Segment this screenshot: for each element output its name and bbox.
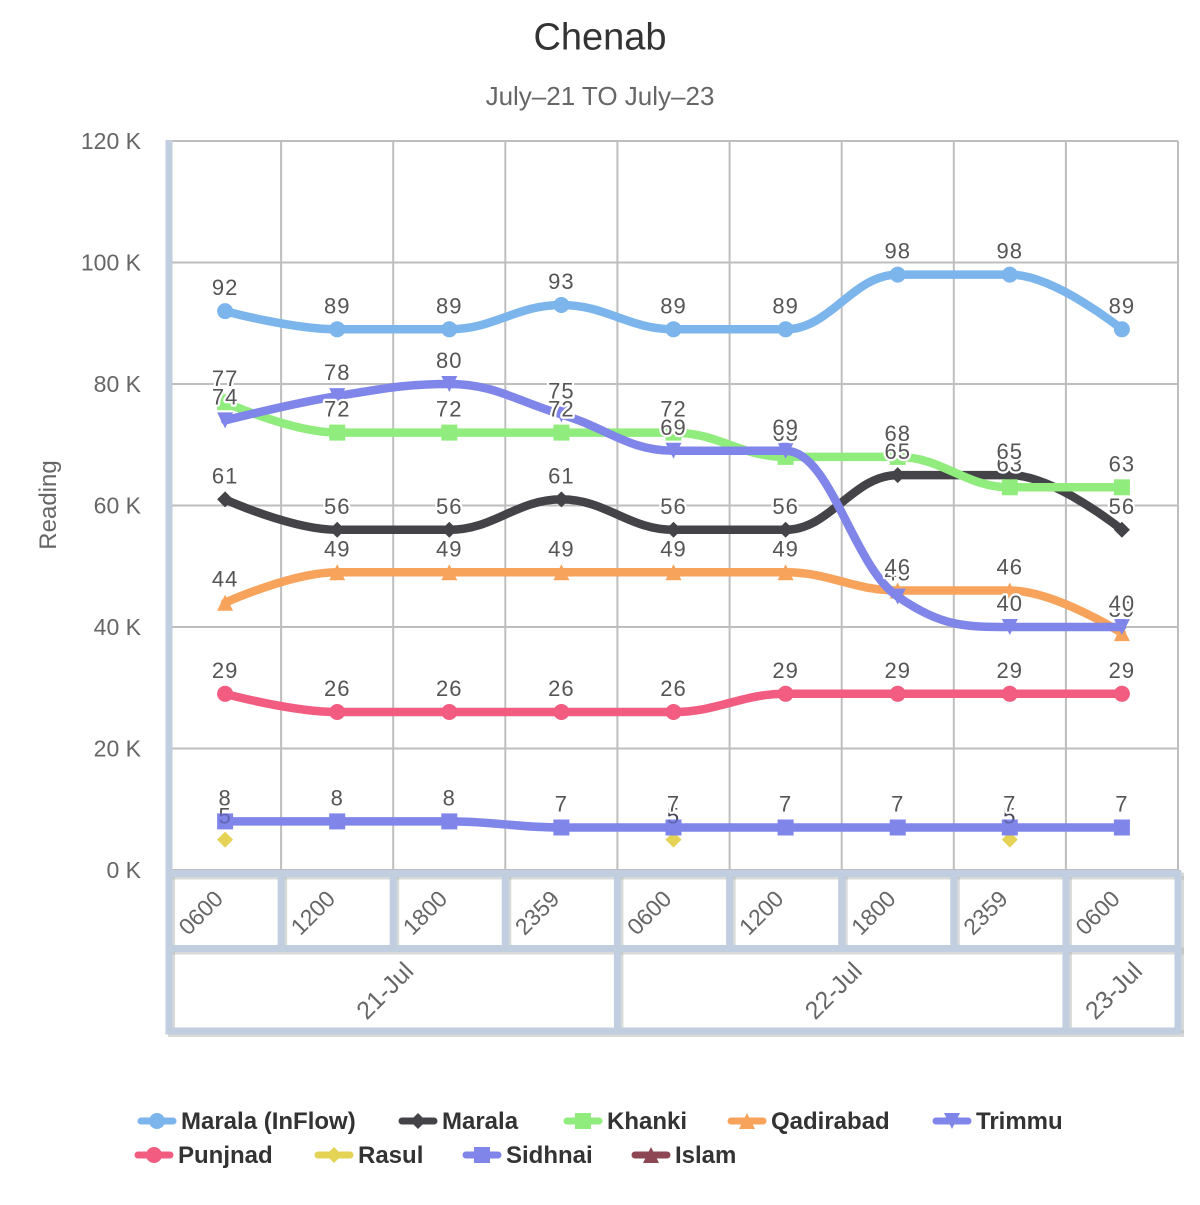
svg-text:74: 74 (212, 384, 238, 409)
svg-text:Khanki: Khanki (607, 1108, 687, 1135)
svg-text:29: 29 (884, 658, 910, 683)
svg-text:20 K: 20 K (94, 736, 142, 762)
svg-text:49: 49 (660, 536, 686, 561)
svg-text:46: 46 (884, 555, 910, 580)
svg-text:40 K: 40 K (94, 614, 142, 640)
svg-text:72: 72 (324, 397, 350, 422)
svg-text:98: 98 (997, 239, 1023, 264)
svg-text:Qadirabad: Qadirabad (771, 1108, 890, 1135)
svg-text:120 K: 120 K (81, 128, 142, 154)
svg-text:Marala (InFlow): Marala (InFlow) (181, 1108, 356, 1135)
svg-text:Trimmu: Trimmu (976, 1108, 1063, 1135)
svg-text:56: 56 (772, 494, 798, 519)
svg-text:Marala: Marala (442, 1108, 519, 1135)
svg-text:5: 5 (667, 804, 680, 829)
svg-text:26: 26 (324, 676, 350, 701)
svg-text:65: 65 (997, 439, 1023, 464)
svg-text:49: 49 (548, 536, 574, 561)
svg-text:40: 40 (1109, 591, 1135, 616)
svg-text:26: 26 (548, 676, 574, 701)
svg-text:49: 49 (324, 536, 350, 561)
svg-text:7: 7 (1003, 792, 1016, 817)
svg-text:68: 68 (884, 421, 910, 446)
svg-text:44: 44 (212, 567, 238, 592)
svg-text:56: 56 (324, 494, 350, 519)
svg-text:8: 8 (218, 785, 231, 810)
svg-text:40: 40 (997, 591, 1023, 616)
svg-text:29: 29 (772, 658, 798, 683)
svg-text:8: 8 (331, 785, 344, 810)
svg-text:0 K: 0 K (106, 857, 141, 883)
svg-text:8: 8 (443, 785, 456, 810)
svg-text:26: 26 (660, 676, 686, 701)
svg-text:7: 7 (555, 792, 568, 817)
svg-text:Rasul: Rasul (358, 1142, 423, 1169)
svg-text:29: 29 (212, 658, 238, 683)
svg-text:89: 89 (324, 293, 350, 318)
svg-text:49: 49 (436, 536, 462, 561)
svg-text:61: 61 (212, 463, 238, 488)
svg-text:45: 45 (884, 561, 910, 586)
svg-text:39: 39 (1109, 597, 1135, 622)
svg-text:80 K: 80 K (94, 371, 142, 397)
svg-text:7: 7 (667, 792, 680, 817)
svg-text:72: 72 (548, 397, 574, 422)
svg-text:72: 72 (660, 397, 686, 422)
svg-text:93: 93 (548, 269, 574, 294)
svg-text:Islam: Islam (675, 1142, 736, 1169)
svg-text:7: 7 (891, 792, 904, 817)
svg-text:5: 5 (218, 804, 231, 829)
svg-text:72: 72 (436, 397, 462, 422)
svg-text:29: 29 (997, 658, 1023, 683)
svg-text:Reading: Reading (35, 460, 62, 549)
svg-text:100 K: 100 K (81, 250, 142, 276)
svg-text:89: 89 (1109, 293, 1135, 318)
svg-text:69: 69 (772, 415, 798, 440)
svg-text:26: 26 (436, 676, 462, 701)
svg-text:61: 61 (548, 463, 574, 488)
svg-text:46: 46 (997, 555, 1023, 580)
svg-text:29: 29 (1109, 658, 1135, 683)
svg-text:Chenab: Chenab (533, 17, 666, 59)
svg-text:63: 63 (1109, 451, 1135, 476)
svg-text:56: 56 (660, 494, 686, 519)
svg-text:Sidhnai: Sidhnai (506, 1142, 593, 1169)
svg-text:92: 92 (212, 275, 238, 300)
svg-text:80: 80 (436, 348, 462, 373)
svg-text:68: 68 (772, 421, 798, 446)
svg-text:89: 89 (660, 293, 686, 318)
svg-text:98: 98 (884, 239, 910, 264)
svg-text:56: 56 (1109, 494, 1135, 519)
svg-text:5: 5 (1003, 804, 1016, 829)
svg-text:75: 75 (548, 378, 574, 403)
svg-text:49: 49 (772, 536, 798, 561)
svg-text:63: 63 (997, 451, 1023, 476)
svg-text:July–21 TO July–23: July–21 TO July–23 (486, 81, 715, 111)
svg-text:69: 69 (660, 415, 686, 440)
svg-text:7: 7 (1115, 792, 1128, 817)
svg-text:89: 89 (772, 293, 798, 318)
svg-text:65: 65 (884, 439, 910, 464)
svg-text:7: 7 (779, 792, 792, 817)
svg-text:56: 56 (436, 494, 462, 519)
svg-text:77: 77 (212, 366, 238, 391)
svg-text:78: 78 (324, 360, 350, 385)
svg-text:Punjnad: Punjnad (178, 1142, 273, 1169)
svg-text:89: 89 (436, 293, 462, 318)
svg-text:60 K: 60 K (94, 493, 142, 519)
